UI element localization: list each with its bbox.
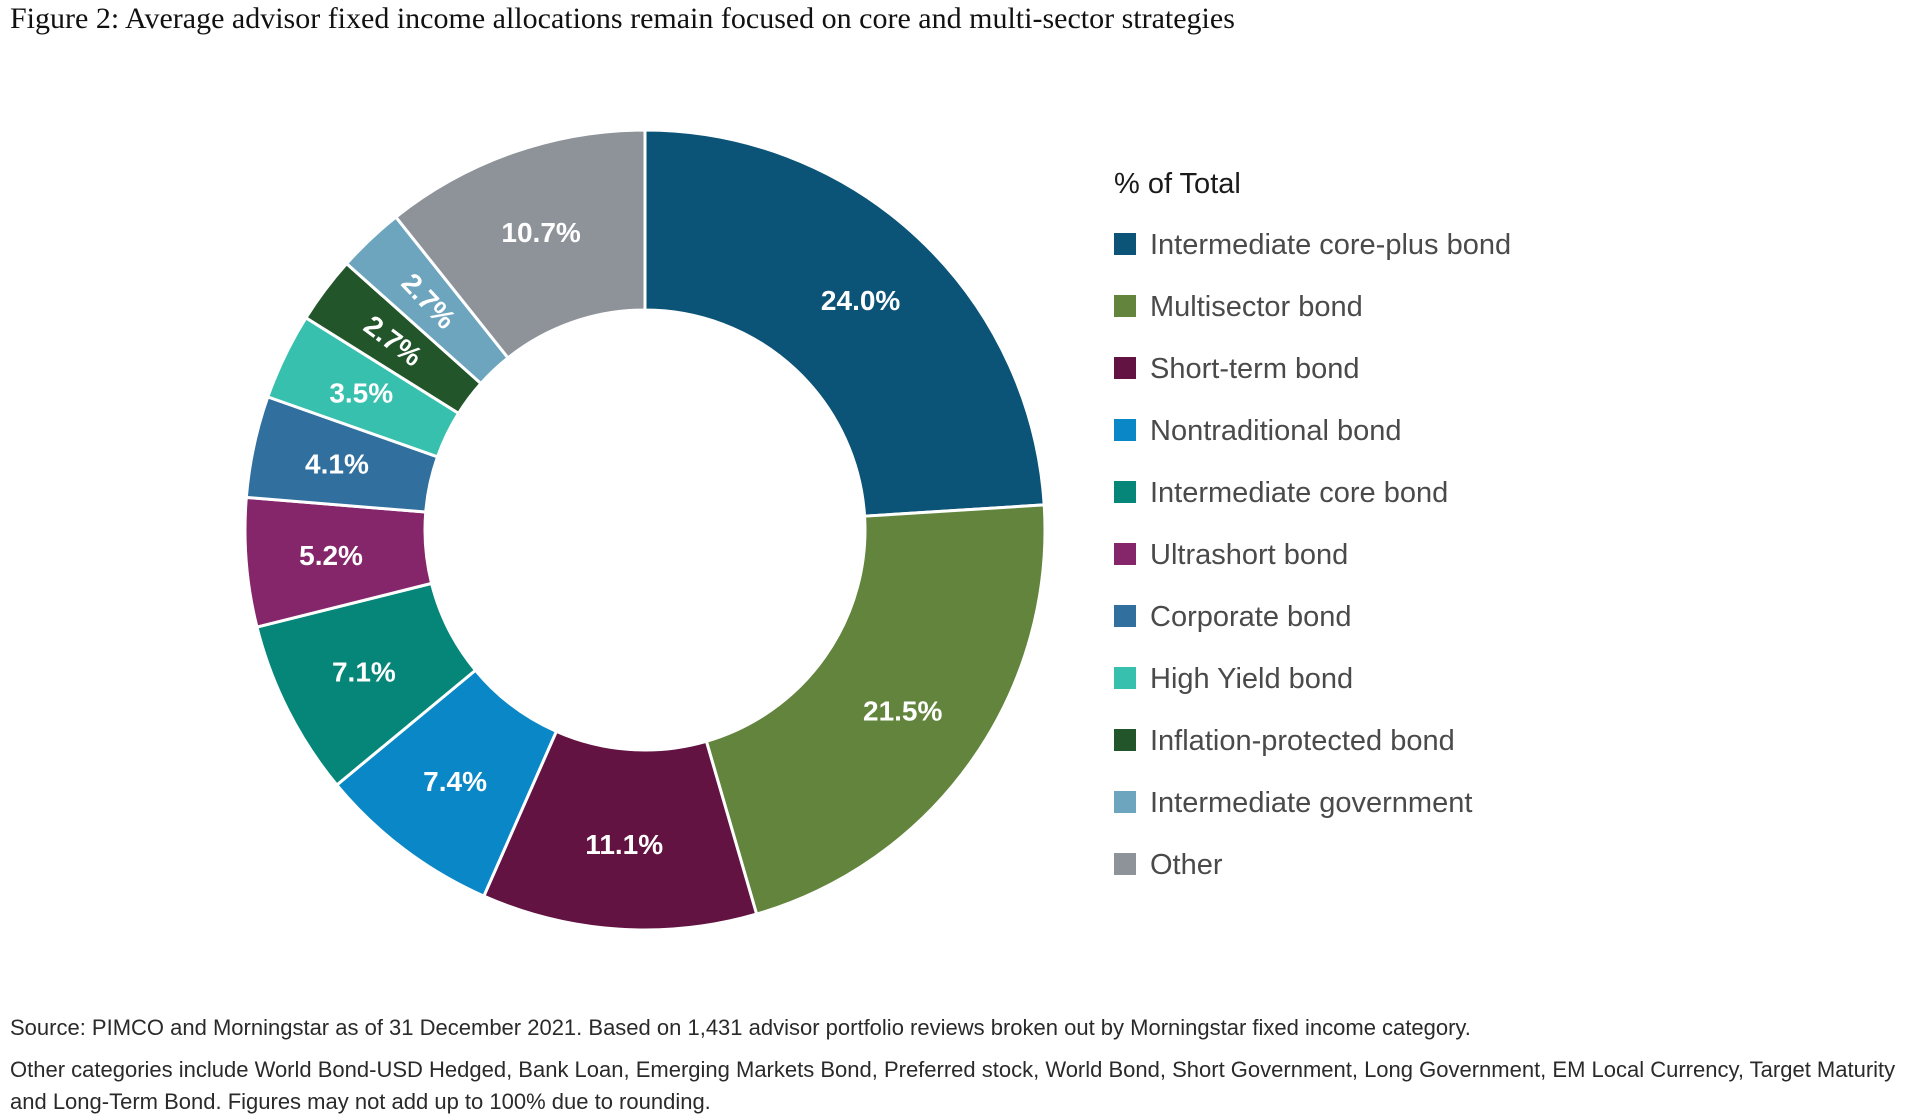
legend-swatch-intermediate-core-bond [1114,481,1136,503]
legend-label-intermediate-core-bond: Intermediate core bond [1150,477,1448,509]
legend-swatch-other [1114,853,1136,875]
donut-slices [243,128,1047,932]
legend-swatch-intermediate-government [1114,791,1136,813]
slice-label-intermediate-core-plus-bond: 24.0% [821,285,900,316]
legend-label-intermediate-core-plus-bond: Intermediate core-plus bond [1150,229,1511,261]
legend-label-ultrashort-bond: Ultrashort bond [1150,539,1348,571]
slice-label-corporate-bond: 4.1% [305,449,369,480]
legend-label-short-term-bond: Short-term bond [1150,353,1360,385]
legend-swatch-multisector-bond [1114,295,1136,317]
legend-label-nontraditional-bond: Nontraditional bond [1150,415,1402,447]
legend-swatch-corporate-bond [1114,605,1136,627]
footnote-source: Source: PIMCO and Morningstar as of 31 D… [10,1015,1471,1040]
donut-chart: 24.0%21.5%11.1%7.4%7.1%5.2%4.1%3.5%2.7%2… [243,128,1511,932]
footnote-other-categories: Other categories include World Bond-USD … [10,1057,1896,1114]
slice-label-ultrashort-bond: 5.2% [299,540,363,571]
slice-label-multisector-bond: 21.5% [863,696,942,727]
slice-label-high-yield-bond: 3.5% [329,378,393,409]
legend-label-high-yield-bond: High Yield bond [1150,663,1353,695]
slice-label-nontraditional-bond: 7.4% [423,766,487,797]
legend-swatch-inflation-protected-bond [1114,729,1136,751]
legend-swatch-short-term-bond [1114,357,1136,379]
chart-legend: % of Total Intermediate core-plus bond Mu… [1114,168,1511,881]
legend-swatch-intermediate-core-plus-bond [1114,233,1136,255]
figure-title: Figure 2: Average advisor fixed income a… [10,2,1235,35]
legend-swatch-high-yield-bond [1114,667,1136,689]
legend-label-inflation-protected-bond: Inflation-protected bond [1150,725,1455,757]
slice-other [393,128,647,360]
slice-multisector-bond [704,503,1047,916]
slice-label-intermediate-core-bond: 7.1% [332,657,396,688]
slice-intermediate-core-plus-bond [643,128,1046,518]
slice-label-short-term-bond: 11.1% [585,829,663,860]
legend-label-corporate-bond: Corporate bond [1150,601,1352,633]
legend-label-intermediate-government: Intermediate government [1150,787,1472,819]
legend-title: % of Total [1114,168,1241,200]
legend-label-multisector-bond: Multisector bond [1150,291,1363,323]
legend-swatch-nontraditional-bond [1114,419,1136,441]
legend-swatch-ultrashort-bond [1114,543,1136,565]
slice-label-other: 10.7% [501,217,580,248]
legend-label-other: Other [1150,849,1223,881]
